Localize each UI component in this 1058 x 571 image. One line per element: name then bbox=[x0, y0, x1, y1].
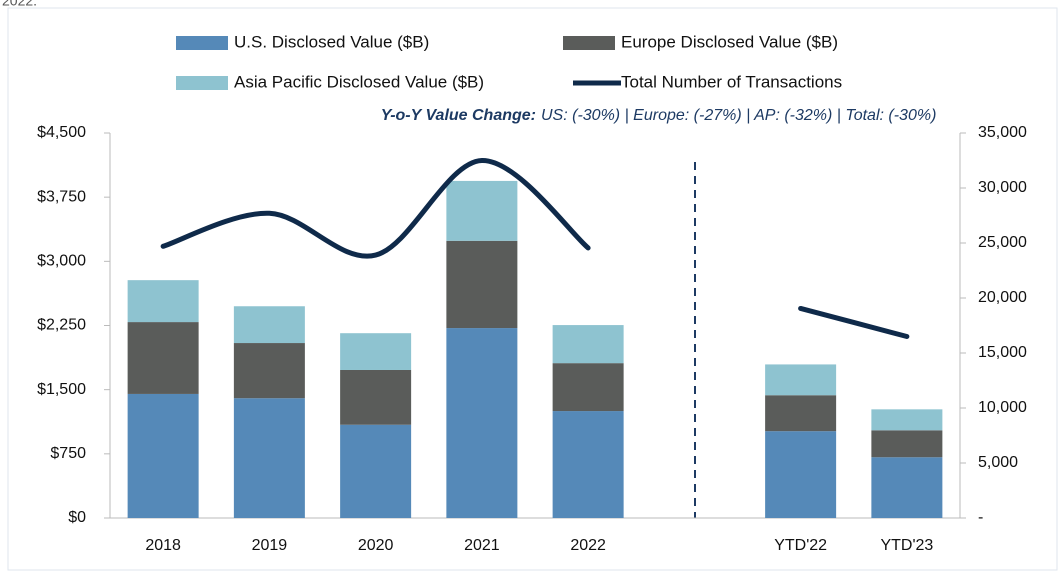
bar-segment bbox=[127, 393, 199, 518]
legend-label: U.S. Disclosed Value ($B) bbox=[234, 32, 429, 51]
y2-tick-label: 15,000 bbox=[978, 344, 1027, 361]
bar-segment bbox=[871, 430, 943, 458]
line-series bbox=[160, 157, 591, 259]
bar-segment bbox=[765, 364, 837, 396]
y-tick-label: $750 bbox=[50, 445, 86, 462]
y2-tick-label: 30,000 bbox=[978, 179, 1027, 196]
bar-segment bbox=[340, 333, 412, 370]
legend-swatch bbox=[563, 36, 615, 50]
y2-tick-label: 25,000 bbox=[978, 234, 1027, 251]
bar-segment bbox=[765, 395, 837, 432]
y2-tick-label: 5,000 bbox=[978, 454, 1018, 471]
y2-tick-label: 35,000 bbox=[978, 124, 1027, 141]
bar-segment bbox=[233, 306, 305, 344]
x-tick-label: 2019 bbox=[252, 537, 288, 554]
bar-segment bbox=[233, 343, 305, 399]
y2-tick-label: 10,000 bbox=[978, 399, 1027, 416]
bar-segment bbox=[871, 409, 943, 431]
legend-label: Total Number of Transactions bbox=[621, 72, 842, 91]
x-tick-label: YTD'22 bbox=[774, 537, 827, 554]
bar-segment bbox=[871, 457, 943, 518]
bar-segment bbox=[127, 280, 199, 323]
y-tick-label: $1,500 bbox=[37, 381, 86, 398]
bar-segment bbox=[765, 431, 837, 518]
bar-segment bbox=[340, 369, 412, 425]
bar-segment bbox=[552, 325, 624, 364]
bar-segment bbox=[233, 398, 305, 518]
x-tick-label: 2020 bbox=[358, 537, 394, 554]
bar-segment bbox=[446, 328, 518, 518]
annotation-label: Y-o-Y Value Change: bbox=[381, 107, 536, 124]
bar-segment bbox=[340, 424, 412, 518]
legend-label: Asia Pacific Disclosed Value ($B) bbox=[234, 72, 484, 91]
legend-label: Europe Disclosed Value ($B) bbox=[621, 32, 838, 51]
bar-segment bbox=[552, 411, 624, 518]
bar-segment bbox=[446, 240, 518, 329]
line-series bbox=[798, 305, 910, 339]
x-tick-label: YTD'23 bbox=[880, 537, 933, 554]
annotation: US: (-30%) | Europe: (-27%) | AP: (-32%)… bbox=[541, 107, 936, 124]
bar-segment bbox=[446, 180, 518, 241]
y2-tick-label: - bbox=[978, 509, 983, 526]
caption: 2022. bbox=[2, 0, 37, 9]
legend-swatch bbox=[176, 76, 228, 90]
bar-segment bbox=[552, 363, 624, 412]
y-tick-label: $3,750 bbox=[37, 188, 86, 205]
y2-tick-label: 20,000 bbox=[978, 289, 1027, 306]
y-tick-label: $3,000 bbox=[37, 253, 86, 270]
y-tick-label: $2,250 bbox=[37, 317, 86, 334]
y-tick-label: $0 bbox=[68, 509, 86, 526]
y-tick-label: $4,500 bbox=[37, 124, 86, 141]
legend-swatch bbox=[176, 36, 228, 50]
x-tick-label: 2021 bbox=[464, 537, 500, 554]
bar-segment bbox=[127, 322, 199, 394]
x-tick-label: 2022 bbox=[570, 537, 606, 554]
x-tick-label: 2018 bbox=[145, 537, 181, 554]
